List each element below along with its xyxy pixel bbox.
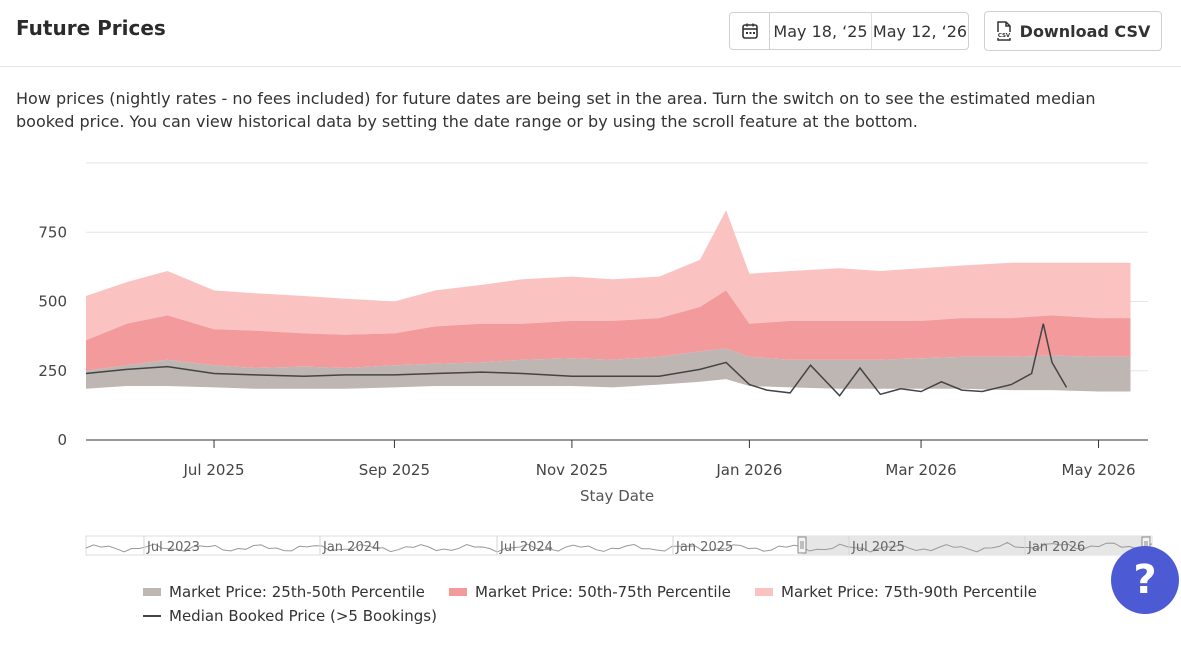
band-1 [86,290,1131,371]
y-tick-label: 750 [38,223,67,241]
navigator-label: Jan 2025 [675,540,733,555]
axes: 0 250 500 750 Jul 2025 Sep 2025 Nov 2025 Jan 20… [38,223,1148,479]
start-date-input[interactable]: May 18, ‘25 [770,13,872,49]
chart-description: How prices (nightly rates - no fees incl… [16,89,1096,131]
help-button[interactable]: ? [1111,546,1179,614]
legend-swatch [449,588,467,596]
legend-label: Market Price: 25th-50th Percentile [169,583,425,601]
legend-swatch [143,588,161,596]
navigator-left-handle[interactable] [797,536,807,554]
legend-label: Market Price: 75th-90th Percentile [781,583,1037,601]
end-date-input[interactable]: May 12, ‘26 [872,21,968,41]
legend-label: Median Booked Price (>5 Bookings) [169,607,437,625]
y-tick-label: 0 [57,431,67,449]
legend-item-p50-75[interactable]: Market Price: 50th-75th Percentile [449,583,731,601]
navigator-label: Jul 2025 [851,540,905,555]
x-tick-label: Nov 2025 [536,461,608,479]
date-range-picker[interactable]: May 18, ‘25 May 12, ‘26 [729,12,969,50]
median-line-group [85,323,1068,397]
navigator-selection[interactable] [802,536,1146,555]
legend-swatch [755,588,773,596]
page-title: Future Prices [16,16,166,40]
legend-line [143,615,161,617]
legend-item-p75-90[interactable]: Market Price: 75th-90th Percentile [755,583,1037,601]
svg-text:CSV: CSV [997,33,1010,39]
navigator-label: Jan 2026 [1027,540,1085,555]
legend-item-p25-50[interactable]: Market Price: 25th-50th Percentile [143,583,425,601]
calendar-icon[interactable] [730,13,770,49]
median-booked-line [85,323,1068,397]
x-tick-label: Jan 2026 [715,461,782,479]
x-tick-label: Mar 2026 [885,461,956,479]
download-csv-label: Download CSV [1019,21,1151,41]
range-navigator[interactable]: Jul 2023 Jan 2024 Jul 2024 Jan 2025 Jul 2025… [85,535,1153,556]
navigator-label: Jul 2024 [499,540,553,555]
x-tick-label: May 2026 [1062,461,1136,479]
csv-file-icon: CSV [996,21,1011,41]
band-2 [86,210,1131,341]
x-tick-label: Jul 2025 [182,461,244,479]
x-axis-title: Stay Date [580,487,654,505]
percentile-bands [86,210,1131,392]
navigator-label: Jul 2023 [146,540,200,555]
navigator-series [85,541,1153,553]
legend-label: Market Price: 50th-75th Percentile [475,583,731,601]
y-tick-label: 250 [38,362,67,380]
header-bar: Future Prices May 18, ‘25 May 12, ‘26 CS… [0,0,1181,67]
navigator-label: Jan 2024 [322,540,380,555]
download-csv-button[interactable]: CSV Download CSV [984,11,1162,51]
x-tick-label: Sep 2025 [359,461,430,479]
y-tick-label: 500 [38,293,67,311]
legend-item-median[interactable]: Median Booked Price (>5 Bookings) [143,607,437,625]
